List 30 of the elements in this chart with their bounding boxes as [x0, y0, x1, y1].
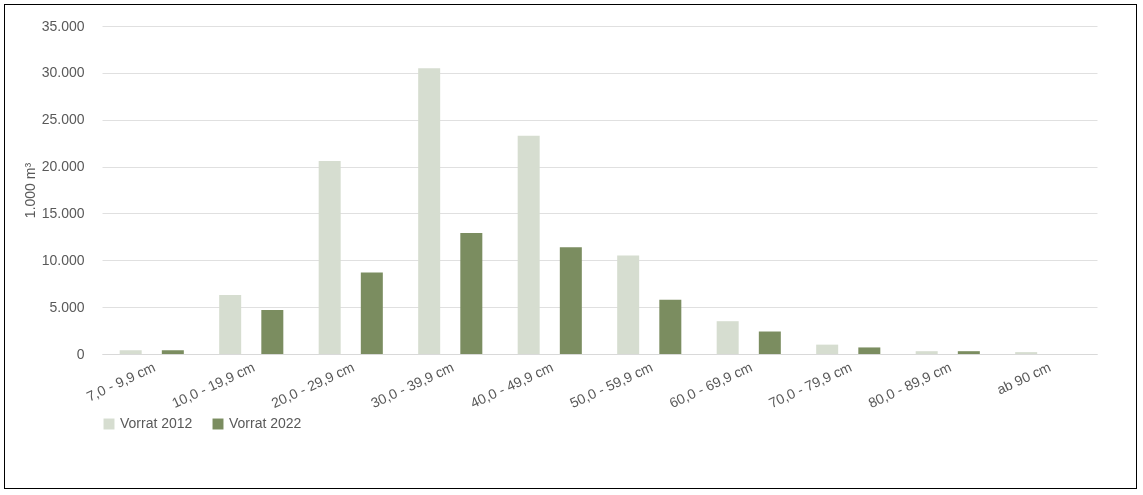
bar: [957, 351, 980, 354]
y-tick-label: 20.000: [41, 158, 85, 175]
bar: [858, 347, 881, 354]
x-tick-label: 20,0 - 29,9 cm: [268, 358, 357, 412]
x-tick-label: 30,0 - 39,9 cm: [368, 358, 457, 412]
y-tick-label: 5.000: [49, 298, 85, 315]
x-tick-label: 40,0 - 49,9 cm: [467, 358, 556, 412]
y-tick-label: 0: [76, 345, 85, 362]
x-tick-label: 60,0 - 69,9 cm: [666, 358, 755, 412]
bar: [758, 331, 781, 354]
y-tick-label: 10.000: [41, 251, 85, 268]
bar: [161, 350, 184, 354]
x-tick-label: 7,0 - 9,9 cm: [83, 358, 158, 405]
x-tick-label: ab 90 cm: [994, 358, 1054, 398]
bar: [360, 272, 383, 354]
x-tick-label: 10,0 - 19,9 cm: [169, 358, 258, 412]
bar: [659, 299, 682, 354]
y-tick-label: 25.000: [41, 111, 85, 128]
y-axis-title: 1.000 m³: [21, 162, 38, 219]
y-tick-label: 15.000: [41, 204, 85, 221]
y-tick-label: 35.000: [41, 17, 85, 34]
y-tick-label: 30.000: [41, 64, 85, 81]
bar: [460, 233, 483, 354]
bar: [559, 247, 582, 354]
legend-label: Vorrat 2012: [120, 415, 193, 431]
x-tick-label: 50,0 - 59,9 cm: [567, 358, 656, 412]
legend-label: Vorrat 2022: [229, 415, 302, 431]
bar: [261, 309, 284, 354]
x-tick-label: 70,0 - 79,9 cm: [766, 358, 855, 412]
x-tick-label: 80,0 - 89,9 cm: [865, 358, 954, 412]
